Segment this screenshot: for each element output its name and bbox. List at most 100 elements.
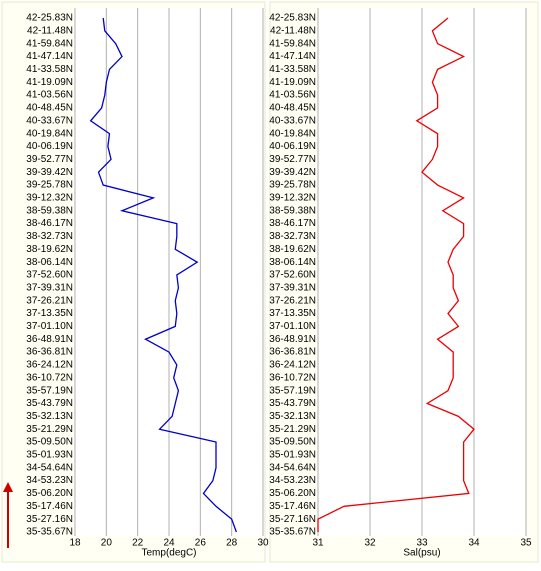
y-tick-label: 40-19.84N <box>269 128 316 139</box>
y-tick-label: 36-24.12N <box>26 360 73 371</box>
y-tick-label: 40-06.19N <box>26 141 73 152</box>
x-tick-label: 28 <box>226 538 238 549</box>
y-tick-label: 38-46.17N <box>26 218 73 229</box>
y-tick-label: 35-09.50N <box>269 437 316 448</box>
y-tick-label: 38-19.62N <box>269 244 316 255</box>
y-tick-label: 38-59.38N <box>269 205 316 216</box>
y-tick-label: 41-59.84N <box>26 38 73 49</box>
y-tick-label: 37-39.31N <box>26 282 73 293</box>
y-tick-label: 38-59.38N <box>26 205 73 216</box>
y-tick-label: 41-19.09N <box>26 77 73 88</box>
y-tick-label: 35-17.46N <box>26 501 73 512</box>
y-tick-label: 39-12.32N <box>26 193 73 204</box>
y-tick-label: 35-01.93N <box>269 450 316 461</box>
y-tick-label: 42-25.83N <box>26 13 73 24</box>
y-tick-label: 41-03.56N <box>269 90 316 101</box>
y-tick-label: 40-33.67N <box>269 115 316 126</box>
y-tick-label: 40-33.67N <box>26 115 73 126</box>
y-tick-label: 34-54.64N <box>269 462 316 473</box>
y-tick-label: 42-11.48N <box>27 25 73 36</box>
y-tick-label: 34-54.64N <box>26 462 73 473</box>
y-tick-label: 37-52.60N <box>26 270 73 281</box>
y-tick-label: 35-21.29N <box>26 424 73 435</box>
y-tick-label: 34-53.23N <box>269 475 316 486</box>
y-tick-label: 35-27.16N <box>26 514 73 525</box>
y-tick-label: 36-10.72N <box>26 372 73 383</box>
x-tick-label: 31 <box>312 538 324 549</box>
y-tick-label: 38-32.73N <box>26 231 73 242</box>
arrow-head <box>3 482 13 492</box>
x-tick-label: 22 <box>132 538 144 549</box>
y-tick-label: 35-21.29N <box>269 424 316 435</box>
y-tick-label: 41-47.14N <box>26 51 73 62</box>
y-tick-label: 36-36.81N <box>26 347 73 358</box>
y-tick-label: 41-03.56N <box>26 90 73 101</box>
y-tick-label: 38-19.62N <box>26 244 73 255</box>
x-tick-label: 18 <box>69 538 81 549</box>
x-tick-label: 24 <box>163 538 175 549</box>
x-tick-label: 30 <box>257 538 269 549</box>
x-axis-label: Sal(psu) <box>403 548 440 559</box>
x-tick-label: 34 <box>468 538 480 549</box>
y-tick-label: 40-48.45N <box>26 103 73 114</box>
y-tick-label: 42-25.83N <box>269 13 316 24</box>
y-tick-label: 37-39.31N <box>269 282 316 293</box>
y-tick-label: 35-43.79N <box>269 398 316 409</box>
y-tick-label: 39-52.77N <box>26 154 73 165</box>
y-tick-label: 37-13.35N <box>26 308 73 319</box>
y-tick-label: 40-06.19N <box>269 141 316 152</box>
x-tick-label: 33 <box>416 538 428 549</box>
y-tick-label: 37-52.60N <box>269 270 316 281</box>
y-tick-label: 37-13.35N <box>269 308 316 319</box>
y-tick-label: 40-19.84N <box>26 128 73 139</box>
y-tick-label: 42-11.48N <box>270 25 316 36</box>
y-tick-label: 39-39.42N <box>26 167 73 178</box>
y-tick-label: 35-43.79N <box>26 398 73 409</box>
y-tick-label: 41-59.84N <box>269 38 316 49</box>
y-tick-label: 36-48.91N <box>26 334 73 345</box>
y-tick-label: 35-01.93N <box>26 450 73 461</box>
y-tick-label: 37-01.10N <box>26 321 73 332</box>
x-tick-label: 26 <box>195 538 207 549</box>
y-tick-label: 38-06.14N <box>26 257 73 268</box>
y-tick-label: 41-19.09N <box>269 77 316 88</box>
x-tick-label: 35 <box>520 538 532 549</box>
y-tick-label: 41-33.58N <box>26 64 73 75</box>
data-line <box>317 17 475 532</box>
x-axis-label: Temp(degC) <box>141 548 196 559</box>
data-line <box>89 17 237 533</box>
y-tick-label: 36-10.72N <box>269 372 316 383</box>
y-tick-label: 37-26.21N <box>26 295 73 306</box>
y-tick-label: 35-06.20N <box>26 488 73 499</box>
y-tick-label: 35-32.13N <box>26 411 73 422</box>
y-tick-label: 39-12.32N <box>269 193 316 204</box>
x-tick-label: 20 <box>101 538 113 549</box>
y-tick-label: 36-48.91N <box>269 334 316 345</box>
y-tick-label: 39-25.78N <box>26 180 73 191</box>
x-tick-label: 32 <box>364 538 376 549</box>
y-tick-label: 38-06.14N <box>269 257 316 268</box>
y-tick-label: 37-01.10N <box>269 321 316 332</box>
y-tick-label: 35-09.50N <box>26 437 73 448</box>
y-tick-label: 38-32.73N <box>269 231 316 242</box>
y-tick-label: 35-35.67N <box>26 527 73 538</box>
y-tick-label: 41-33.58N <box>269 64 316 75</box>
y-tick-label: 35-57.19N <box>269 385 316 396</box>
y-tick-label: 39-25.78N <box>269 180 316 191</box>
y-tick-label: 34-53.23N <box>26 475 73 486</box>
y-tick-label: 35-06.20N <box>269 488 316 499</box>
y-tick-label: 36-24.12N <box>269 360 316 371</box>
y-tick-label: 38-46.17N <box>269 218 316 229</box>
y-tick-label: 35-27.16N <box>269 514 316 525</box>
y-tick-label: 37-26.21N <box>269 295 316 306</box>
y-tick-label: 41-47.14N <box>269 51 316 62</box>
y-tick-label: 36-36.81N <box>269 347 316 358</box>
y-tick-label: 40-48.45N <box>269 103 316 114</box>
y-tick-label: 39-39.42N <box>269 167 316 178</box>
y-tick-label: 35-32.13N <box>269 411 316 422</box>
y-tick-label: 35-57.19N <box>26 385 73 396</box>
y-tick-label: 39-52.77N <box>269 154 316 165</box>
y-tick-label: 35-17.46N <box>269 501 316 512</box>
y-tick-label: 35-35.67N <box>269 527 316 538</box>
